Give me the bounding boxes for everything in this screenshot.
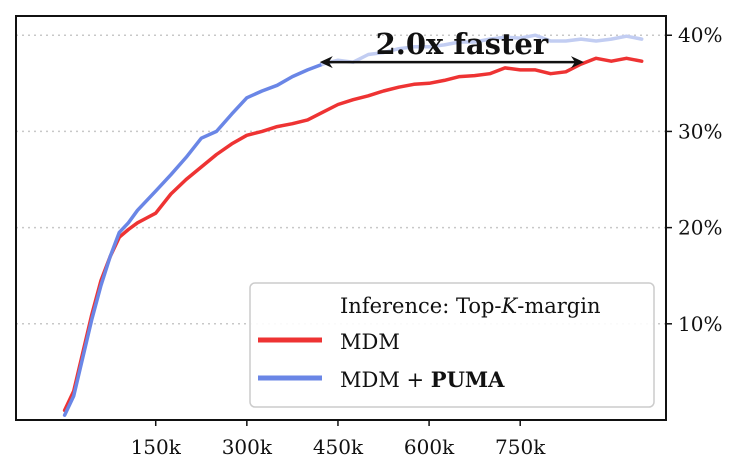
legend-title: Inference: Top-K-margin [340,294,600,318]
speedup-arrow-right-head [570,56,584,69]
x-tick-label-450k: 450k [313,435,364,459]
x-tick-label-150k: 150k [131,435,182,459]
speedup-annotation-text: 2.0x faster [376,27,549,61]
plot-frame [15,15,667,421]
x-tick-label-750k: 750k [495,435,546,459]
legend-label-mdm: MDM [340,330,400,354]
legend-label-mdm-puma: MDM + PUMA [340,367,505,392]
x-tick-label-600k: 600k [404,435,455,459]
x-tick-label-300k: 300k [222,435,273,459]
y-axis: 10% 20% 30% 40% [666,23,722,336]
y-tick-label-20%: 20% [678,216,722,240]
y-tick-label-30%: 30% [678,119,722,143]
legend: Inference: Top-K-margin MDM MDM + PUMA [249,282,655,408]
legend-box [249,282,655,408]
grid-lines [16,34,666,325]
y-tick-label-10%: 10% [678,312,722,336]
y-tick-label-40%: 40% [678,23,722,47]
annotation: 2.0x faster [319,27,584,69]
series-line-1 [62,62,325,417]
series-line-2 [321,33,644,66]
speedup-arrow-left-head [319,56,333,69]
series-line-0 [62,56,644,413]
x-axis: 150k 300k 450k 600k 750k [131,420,546,459]
series-layer [62,33,644,417]
